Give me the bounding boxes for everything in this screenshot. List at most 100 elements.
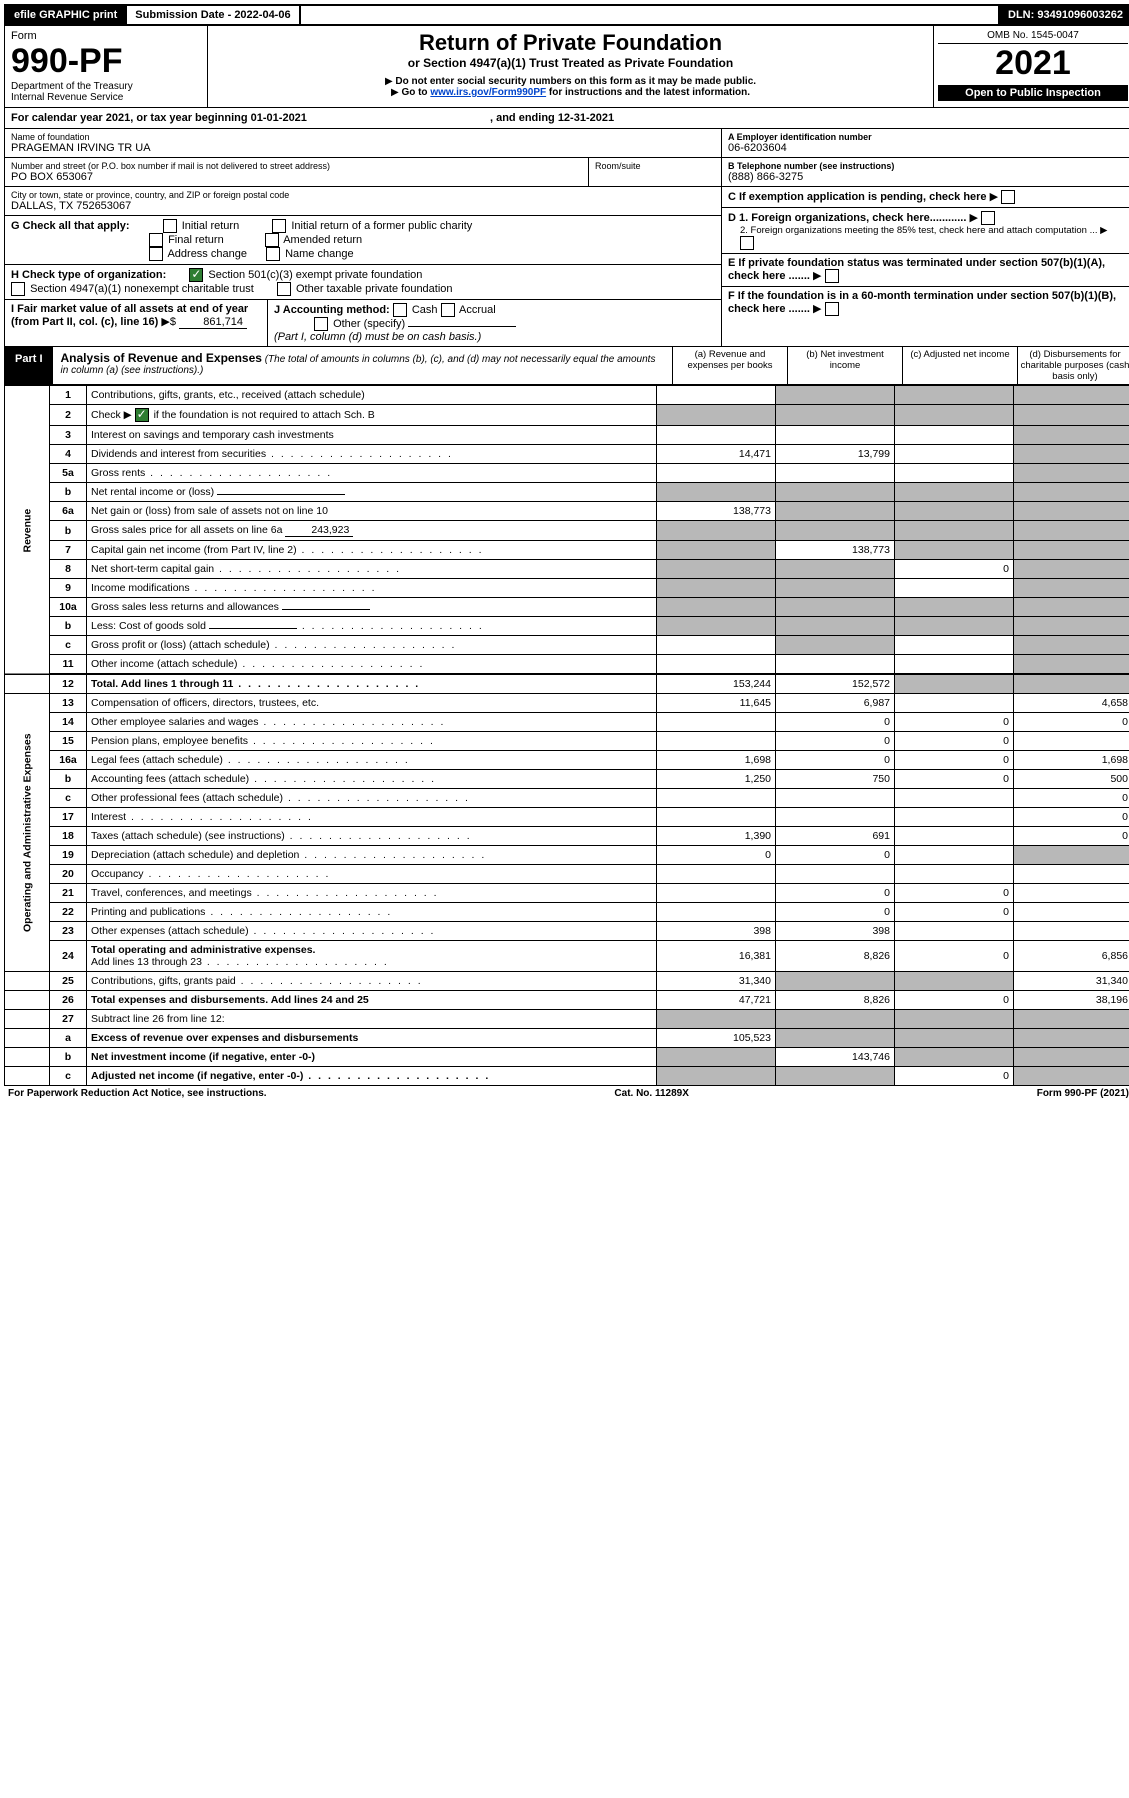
checkbox-foreign-org[interactable] bbox=[981, 211, 995, 225]
table-row: 15Pension plans, employee benefits00 bbox=[5, 732, 1129, 751]
table-row: bNet rental income or (loss) bbox=[5, 483, 1129, 502]
checkbox-other-taxable[interactable] bbox=[277, 282, 291, 296]
checkbox-status-terminated[interactable] bbox=[825, 269, 839, 283]
table-row: Operating and Administrative Expenses 13… bbox=[5, 694, 1129, 713]
table-row: bNet investment income (if negative, ent… bbox=[5, 1048, 1129, 1067]
table-row: 4Dividends and interest from securities1… bbox=[5, 445, 1129, 464]
form-subtitle: or Section 4947(a)(1) Trust Treated as P… bbox=[212, 56, 929, 70]
header-left: Form 990-PF Department of the Treasury I… bbox=[5, 26, 208, 107]
table-row: 25Contributions, gifts, grants paid31,34… bbox=[5, 972, 1129, 991]
table-row: 7Capital gain net income (from Part IV, … bbox=[5, 541, 1129, 560]
table-row: 3Interest on savings and temporary cash … bbox=[5, 426, 1129, 445]
table-row: aExcess of revenue over expenses and dis… bbox=[5, 1029, 1129, 1048]
city-cell: City or town, state or province, country… bbox=[5, 187, 721, 216]
phone-cell: B Telephone number (see instructions) (8… bbox=[722, 158, 1129, 187]
checkbox-4947a1[interactable] bbox=[11, 282, 25, 296]
note-1: Do not enter social security numbers on … bbox=[212, 76, 929, 87]
dln-label: DLN: 93491096003262 bbox=[998, 6, 1129, 24]
info-grid: Name of foundation PRAGEMAN IRVING TR UA… bbox=[4, 129, 1129, 347]
form-number: 990-PF bbox=[11, 42, 201, 81]
address-cell: Number and street (or P.O. box number if… bbox=[5, 158, 721, 187]
table-row: Revenue 1Contributions, gifts, grants, e… bbox=[5, 386, 1129, 405]
table-row: cAdjusted net income (if negative, enter… bbox=[5, 1067, 1129, 1086]
table-row: 14Other employee salaries and wages000 bbox=[5, 713, 1129, 732]
form-word: Form bbox=[11, 30, 201, 42]
section-e: E If private foundation status was termi… bbox=[722, 254, 1129, 287]
checkbox-name-change[interactable] bbox=[266, 247, 280, 261]
footer-left: For Paperwork Reduction Act Notice, see … bbox=[8, 1088, 267, 1099]
checkbox-schb[interactable] bbox=[135, 408, 149, 422]
form-header: Form 990-PF Department of the Treasury I… bbox=[4, 26, 1129, 108]
col-a-header: (a) Revenue and expenses per books bbox=[672, 347, 787, 384]
efile-label: efile GRAPHIC print bbox=[6, 6, 127, 24]
financial-table: Revenue 1Contributions, gifts, grants, e… bbox=[4, 385, 1129, 1086]
table-row: 21Travel, conferences, and meetings00 bbox=[5, 884, 1129, 903]
table-row: bAccounting fees (attach schedule)1,2507… bbox=[5, 770, 1129, 789]
col-b-header: (b) Net investment income bbox=[787, 347, 902, 384]
instructions-link[interactable]: www.irs.gov/Form990PF bbox=[430, 87, 546, 98]
checkbox-accrual[interactable] bbox=[441, 303, 455, 317]
checkbox-initial-former[interactable] bbox=[272, 219, 286, 233]
table-row: 2 Check ▶ if the foundation is not requi… bbox=[5, 405, 1129, 426]
table-row: bGross sales price for all assets on lin… bbox=[5, 521, 1129, 541]
table-row: 10aGross sales less returns and allowanc… bbox=[5, 598, 1129, 617]
header-center: Return of Private Foundation or Section … bbox=[208, 26, 933, 107]
note-2: Go to www.irs.gov/Form990PF for instruct… bbox=[212, 87, 929, 98]
top-bar: efile GRAPHIC print Submission Date - 20… bbox=[4, 4, 1129, 26]
omb-label: OMB No. 1545-0047 bbox=[938, 30, 1128, 44]
checkbox-85pct-test[interactable] bbox=[740, 236, 754, 250]
part1-header: Part I Analysis of Revenue and Expenses … bbox=[4, 347, 1129, 385]
section-ij: I Fair market value of all assets at end… bbox=[5, 300, 721, 346]
table-row: 22Printing and publications00 bbox=[5, 903, 1129, 922]
footer-mid: Cat. No. 11289X bbox=[614, 1088, 688, 1099]
checkbox-final-return[interactable] bbox=[149, 233, 163, 247]
foundation-name-cell: Name of foundation PRAGEMAN IRVING TR UA bbox=[5, 129, 721, 158]
table-row: 16aLegal fees (attach schedule)1,698001,… bbox=[5, 751, 1129, 770]
part1-tag: Part I bbox=[5, 347, 53, 384]
table-row: 20Occupancy bbox=[5, 865, 1129, 884]
table-row: 17Interest0 bbox=[5, 808, 1129, 827]
checkbox-cash[interactable] bbox=[393, 303, 407, 317]
header-right: OMB No. 1545-0047 2021 Open to Public In… bbox=[933, 26, 1129, 107]
checkbox-address-change[interactable] bbox=[149, 247, 163, 261]
revenue-side-label: Revenue bbox=[5, 386, 50, 675]
checkbox-other-method[interactable] bbox=[314, 317, 328, 331]
table-row: 26Total expenses and disbursements. Add … bbox=[5, 991, 1129, 1010]
table-row: 9Income modifications bbox=[5, 579, 1129, 598]
section-d: D 1. Foreign organizations, check here..… bbox=[722, 208, 1129, 254]
col-d-header: (d) Disbursements for charitable purpose… bbox=[1017, 347, 1129, 384]
section-c: C If exemption application is pending, c… bbox=[722, 187, 1129, 208]
table-row: 18Taxes (attach schedule) (see instructi… bbox=[5, 827, 1129, 846]
open-inspection-box: Open to Public Inspection bbox=[938, 85, 1128, 101]
page-footer: For Paperwork Reduction Act Notice, see … bbox=[4, 1086, 1129, 1101]
calendar-year-row: For calendar year 2021, or tax year begi… bbox=[4, 108, 1129, 129]
form-title: Return of Private Foundation bbox=[212, 30, 929, 56]
submission-date: Submission Date - 2022-04-06 bbox=[127, 6, 300, 24]
table-row: bLess: Cost of goods sold bbox=[5, 617, 1129, 636]
part1-desc: Analysis of Revenue and Expenses (The to… bbox=[53, 347, 672, 384]
table-row: 8Net short-term capital gain0 bbox=[5, 560, 1129, 579]
col-c-header: (c) Adjusted net income bbox=[902, 347, 1017, 384]
table-row: cGross profit or (loss) (attach schedule… bbox=[5, 636, 1129, 655]
section-h: H Check type of organization: Section 50… bbox=[5, 265, 721, 300]
checkbox-60mo-termination[interactable] bbox=[825, 302, 839, 316]
checkbox-initial-return[interactable] bbox=[163, 219, 177, 233]
table-row: 19Depreciation (attach schedule) and dep… bbox=[5, 846, 1129, 865]
section-g: G Check all that apply: Initial return I… bbox=[5, 216, 721, 265]
tax-year: 2021 bbox=[938, 44, 1128, 83]
table-row: cOther professional fees (attach schedul… bbox=[5, 789, 1129, 808]
expenses-side-label: Operating and Administrative Expenses bbox=[5, 694, 50, 972]
table-row: 5aGross rents bbox=[5, 464, 1129, 483]
table-row: 23Other expenses (attach schedule)398398 bbox=[5, 922, 1129, 941]
ein-cell: A Employer identification number 06-6203… bbox=[722, 129, 1129, 158]
checkbox-amended-return[interactable] bbox=[265, 233, 279, 247]
fmv-value: 861,714 bbox=[179, 316, 247, 329]
table-row: 11Other income (attach schedule) bbox=[5, 655, 1129, 675]
table-row: 27Subtract line 26 from line 12: bbox=[5, 1010, 1129, 1029]
irs-label: Internal Revenue Service bbox=[11, 92, 201, 103]
checkbox-501c3[interactable] bbox=[189, 268, 203, 282]
checkbox-exemption-pending[interactable] bbox=[1001, 190, 1015, 204]
footer-right: Form 990-PF (2021) bbox=[1037, 1088, 1129, 1099]
section-f: F If the foundation is in a 60-month ter… bbox=[722, 287, 1129, 319]
dept-label: Department of the Treasury bbox=[11, 81, 201, 92]
